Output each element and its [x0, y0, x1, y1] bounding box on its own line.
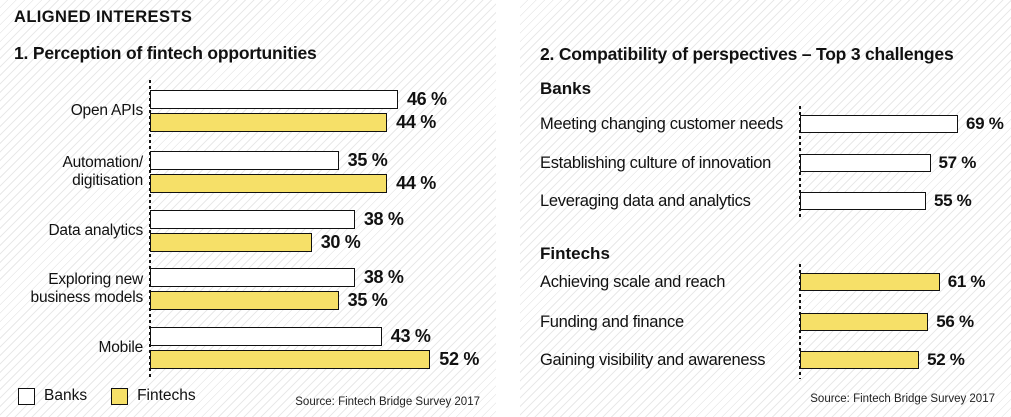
fintechs-bar	[150, 174, 388, 193]
banks-bar-row: 46 %	[150, 89, 447, 109]
challenge-label: Meeting changing customer needs	[540, 114, 783, 133]
chart1-source: Source: Fintech Bridge Survey 2017	[295, 396, 480, 408]
challenge-label: Achieving scale and reach	[540, 272, 726, 291]
row-achieving-scale-and-reach: Achieving scale and reach 61 %	[540, 272, 1011, 291]
banks-bar	[800, 154, 931, 172]
fintechs-bar	[800, 351, 920, 369]
category-label: Mobile	[98, 338, 144, 356]
fintechs-bar	[150, 113, 388, 132]
fintechs-bar-row: 30 %	[150, 232, 361, 252]
banks-bar-row: 57 %	[800, 153, 977, 172]
banks-bar-row: 35 %	[150, 150, 388, 170]
banks-value-label: 43 %	[390, 326, 431, 346]
value-label: 69 %	[966, 114, 1004, 133]
banks-swatch-icon	[18, 387, 35, 405]
value-label: 56 %	[936, 312, 974, 331]
fintechs-bar	[150, 350, 431, 369]
fintechs-value-label: 52 %	[439, 349, 480, 369]
fintechs-bar	[150, 291, 339, 310]
legend: Banks Fintechs	[18, 387, 196, 405]
chart2-title: 2. Compatibility of perspectives – Top 3…	[540, 44, 954, 64]
challenge-label: Gaining visibility and awareness	[540, 350, 766, 369]
bar-group-exploring-new-business-models: Exploring new business models 38 % 35 %	[31, 267, 496, 310]
row-establishing-culture-of-innovation: Establishing culture of innovation 57 %	[540, 153, 1011, 172]
banks-bar-row: 38 %	[150, 267, 404, 287]
challenge-label: Leveraging data and analytics	[540, 191, 751, 210]
banks-bar	[800, 192, 926, 210]
fintechs-section-heading: Fintechs	[540, 244, 610, 263]
banks-bar-row: 55 %	[800, 191, 972, 210]
banks-bar	[150, 327, 382, 346]
fintechs-bar	[150, 233, 312, 252]
fintechs-bar-row: 61 %	[800, 272, 986, 291]
fintechs-bar-row: 35 %	[150, 290, 388, 310]
banks-value-label: 35 %	[347, 150, 388, 170]
value-label: 61 %	[947, 272, 986, 291]
banks-bar-row: 43 %	[150, 326, 431, 346]
bar-group-open-apis: Open APIs 46 % 44 %	[71, 89, 496, 132]
legend-label-banks: Banks	[44, 387, 88, 404]
banks-value-label: 38 %	[363, 209, 404, 229]
banks-value-label: 46 %	[406, 89, 447, 109]
fintechs-value-label: 44 %	[396, 173, 436, 193]
fintechs-bar-row: 52 %	[150, 349, 480, 369]
legend-item-banks: Banks	[18, 387, 87, 405]
row-funding-and-finance: Funding and finance 56 %	[540, 312, 1011, 331]
legend-label-fintechs: Fintechs	[137, 387, 196, 404]
category-label: Automation/ digitisation	[62, 153, 143, 189]
value-label: 52 %	[927, 350, 965, 369]
category-label: Exploring new business models	[30, 270, 144, 306]
fintechs-bar-row: 56 %	[800, 312, 974, 331]
value-label: 57 %	[938, 153, 977, 172]
fintechs-bar-row: 52 %	[800, 350, 965, 369]
banks-bar	[150, 151, 339, 170]
banks-bar	[150, 268, 355, 287]
chart2-source: Source: Fintech Bridge Survey 2017	[810, 393, 995, 405]
panel-compatibility-of-perspectives: 2. Compatibility of perspectives – Top 3…	[520, 0, 1011, 417]
fintechs-bar	[800, 273, 940, 291]
row-gaining-visibility-and-awareness: Gaining visibility and awareness 52 %	[540, 350, 1011, 369]
panel-perception-of-fintech-opportunities: ALIGNED INTERESTS 1. Perception of finte…	[0, 0, 496, 417]
banks-section-heading: Banks	[540, 79, 592, 98]
chart1-title: 1. Perception of fintech opportunities	[14, 43, 317, 63]
fintechs-bar	[800, 313, 929, 331]
fintechs-value-label: 44 %	[396, 112, 436, 132]
category-label: Open APIs	[70, 101, 144, 119]
fintechs-bar-row: 44 %	[150, 112, 436, 132]
fintechs-value-label: 30 %	[320, 232, 361, 252]
value-label: 55 %	[933, 191, 972, 210]
bar-group-mobile: Mobile 43 % 52 %	[99, 326, 496, 369]
legend-item-fintechs: Fintechs	[111, 387, 196, 405]
page-title: ALIGNED INTERESTS	[14, 8, 193, 26]
banks-bar	[800, 115, 958, 133]
bar-group-data-analytics: Data analytics 38 % 30 %	[48, 209, 496, 252]
challenge-label: Funding and finance	[540, 312, 684, 331]
row-leveraging-data-and-analytics: Leveraging data and analytics 55 %	[540, 191, 1011, 210]
category-label: Data analytics	[48, 221, 143, 239]
fintechs-value-label: 35 %	[347, 290, 388, 310]
chart1-axis-line	[149, 80, 151, 380]
banks-bar-row: 38 %	[150, 209, 404, 229]
row-meeting-changing-customer-needs: Meeting changing customer needs 69 %	[540, 114, 1011, 133]
fintechs-bar-row: 44 %	[150, 173, 436, 193]
banks-bar	[150, 210, 355, 229]
banks-bar	[150, 90, 398, 109]
fintechs-swatch-icon	[111, 387, 129, 405]
bar-group-automation-digitisation: Automation/ digitisation 35 % 44 %	[62, 150, 496, 193]
challenge-label: Establishing culture of innovation	[540, 153, 772, 172]
banks-bar-row: 69 %	[800, 114, 1004, 133]
banks-value-label: 38 %	[363, 267, 404, 287]
